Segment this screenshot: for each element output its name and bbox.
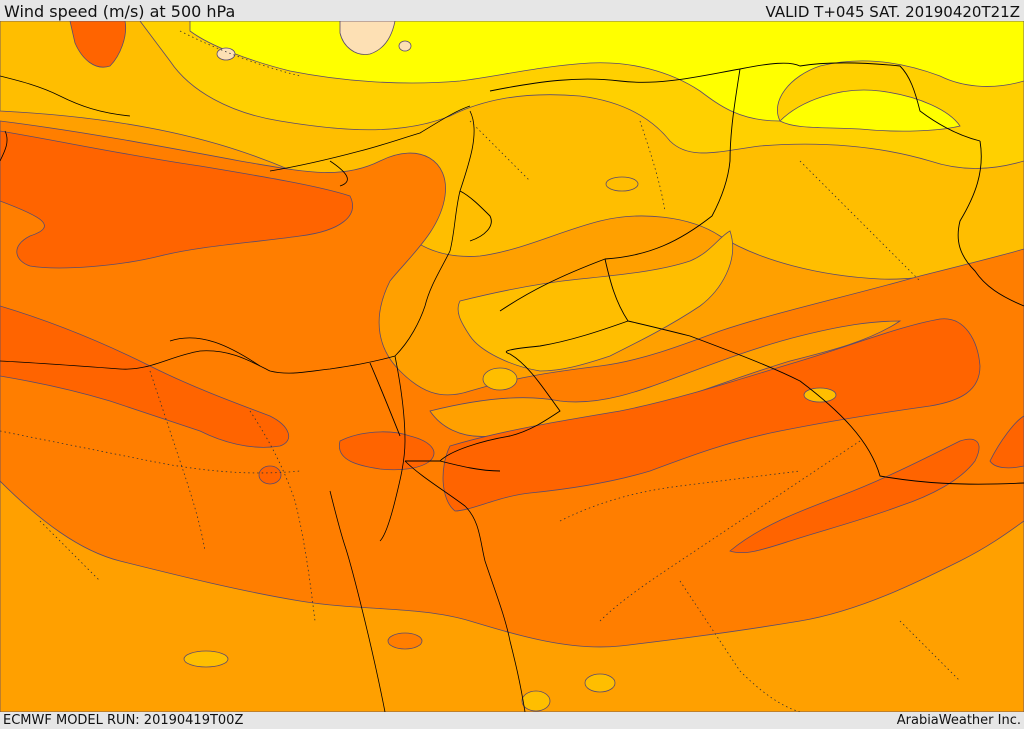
- band-orange-spot-1: [183, 650, 229, 668]
- coastlines: [0, 75, 526, 712]
- wind-speed-map: [0, 21, 1024, 712]
- valid-time: VALID T+045 SAT. 20190420T21Z: [765, 3, 1020, 21]
- band-lightest-spot-2: [398, 40, 412, 52]
- model-run-label: ECMWF MODEL RUN: 20190419T00Z: [3, 713, 244, 728]
- admin-lines: [0, 30, 961, 712]
- band-red-orange-arabia: [442, 318, 981, 512]
- band-lightest-patch: [339, 21, 396, 55]
- band-red-orange-nw: [69, 21, 127, 68]
- map-footer: ECMWF MODEL RUN: 20190419T00Z ArabiaWeat…: [0, 712, 1024, 729]
- band-orange-spot-2: [482, 367, 518, 391]
- band-orange-spot-4: [584, 673, 616, 693]
- country-borders: [369, 62, 1024, 485]
- band-yellow-ne-patch: [779, 89, 961, 132]
- map-header: Wind speed (m/s) at 500 hPa VALID T+045 …: [0, 0, 1024, 21]
- band-red-spot-2: [387, 632, 423, 650]
- band-gold-central: [457, 230, 734, 372]
- map-title: Wind speed (m/s) at 500 hPa: [4, 2, 236, 21]
- band-red-orange-fareast: [989, 415, 1024, 469]
- band-orange-south: [0, 480, 1024, 712]
- band-red-orange-med: [0, 130, 353, 269]
- band-gold-spot-2: [803, 387, 837, 403]
- band-orange-spot-3: [521, 690, 551, 712]
- band-red-orange-east: [729, 438, 980, 554]
- band-red-spot-1: [258, 465, 282, 485]
- map-canvas: [0, 21, 1024, 712]
- band-yellow-north: [189, 21, 1024, 122]
- band-red-orange-egypt: [0, 305, 290, 448]
- band-gold-spot-1: [605, 176, 639, 192]
- brand-label: ArabiaWeather Inc.: [896, 713, 1021, 728]
- band-lightest-spot: [216, 47, 236, 61]
